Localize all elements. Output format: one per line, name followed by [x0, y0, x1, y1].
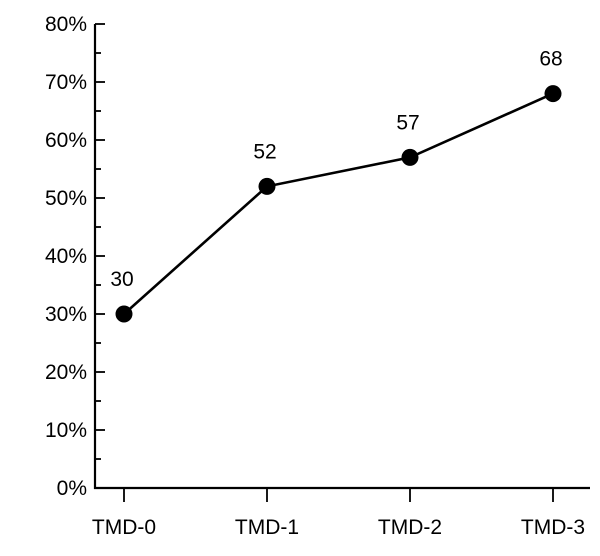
data-label: 30 [110, 268, 133, 291]
y-tick-label: 20% [45, 361, 87, 384]
data-point [544, 85, 562, 103]
y-tick-label: 50% [45, 187, 87, 210]
series-layer [115, 85, 562, 323]
y-tick-label: 30% [45, 303, 87, 326]
y-tick-label: 60% [45, 129, 87, 152]
x-tick-label: TMD-1 [235, 516, 299, 539]
data-point [115, 305, 133, 323]
y-tick-label: 0% [57, 477, 87, 500]
data-label: 57 [396, 111, 419, 134]
x-tick-label: TMD-0 [92, 516, 156, 539]
series-line [123, 92, 554, 315]
y-axis-ticks: 0% 10% 20% 30% 40% 50% 60% 70% 80% [45, 13, 105, 500]
data-point [401, 148, 419, 166]
x-tick-label: TMD-2 [378, 516, 442, 539]
data-point [258, 177, 276, 195]
y-tick-label: 40% [45, 245, 87, 268]
x-axis-ticks: TMD-0 TMD-1 TMD-2 TMD-3 [92, 488, 585, 539]
x-tick-label: TMD-3 [521, 516, 585, 539]
chart-axes [93, 24, 590, 490]
y-tick-label: 70% [45, 71, 87, 94]
data-labels-layer: 30 52 57 68 [110, 48, 562, 291]
data-label: 68 [539, 48, 562, 71]
data-label: 52 [253, 140, 276, 163]
y-tick-label: 10% [45, 419, 87, 442]
y-tick-label: 80% [45, 13, 87, 36]
